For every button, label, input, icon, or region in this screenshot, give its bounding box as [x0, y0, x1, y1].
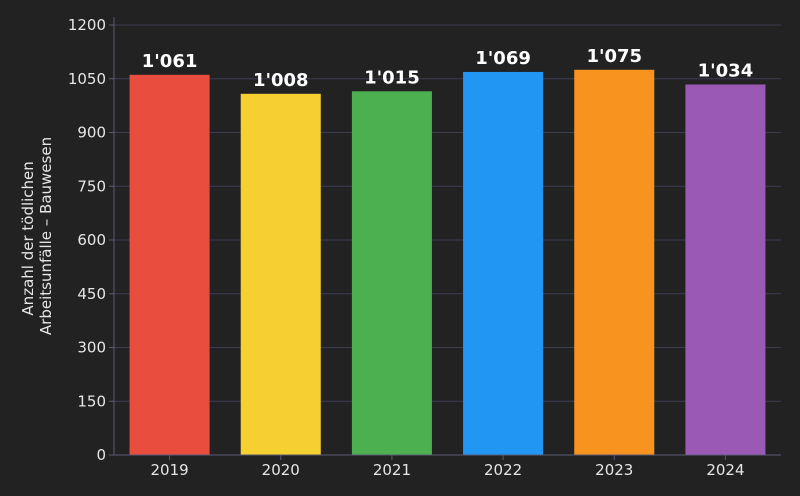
- y-tick-label: 900: [77, 124, 106, 142]
- x-tick-label: 2024: [706, 461, 744, 479]
- data-label-2021: 1'015: [364, 67, 420, 88]
- x-tick-label: 2023: [595, 461, 633, 479]
- y-tick-labels: 0 150 300 450 600 750 900 1050 1200: [68, 16, 106, 464]
- y-axis-title-line-2: Arbeitsunfälle – Bauwesen: [37, 137, 55, 335]
- data-label-2022: 1'069: [475, 48, 531, 69]
- x-tick-label: 2019: [150, 461, 188, 479]
- y-tick-label: 450: [77, 285, 106, 303]
- data-label-2019: 1'061: [142, 51, 198, 72]
- bars: [129, 69, 766, 456]
- y-tick-label: 0: [96, 446, 106, 464]
- x-tick-label: 2020: [262, 461, 300, 479]
- bar-2021: [351, 91, 432, 456]
- y-axis-title-line-1: Anzahl der tödlichen: [19, 161, 37, 315]
- y-tick-label: 1050: [68, 70, 106, 88]
- y-tick-label: 300: [77, 339, 106, 357]
- data-label-2020: 1'008: [253, 70, 309, 91]
- grid-lines: [114, 24, 781, 402]
- bar-2019: [129, 74, 210, 455]
- axes: [109, 17, 781, 460]
- x-tick-label: 2022: [484, 461, 522, 479]
- y-tick-label: 750: [77, 177, 106, 195]
- bar-2022: [463, 71, 544, 456]
- bar-2023: [574, 69, 655, 456]
- data-label-2024: 1'034: [698, 60, 754, 81]
- y-axis-title: Anzahl der tödlichen Arbeitsunfälle – Ba…: [19, 137, 55, 335]
- bar-2024: [685, 84, 766, 455]
- bar-2020: [240, 93, 321, 456]
- data-labels: 1'061 1'008 1'015 1'069 1'075 1'034: [142, 46, 753, 91]
- x-tick-labels: 2019 2020 2021 2022 2023 2024: [150, 461, 744, 479]
- data-label-2023: 1'075: [586, 46, 642, 67]
- x-tick-label: 2021: [373, 461, 411, 479]
- y-tick-label: 150: [77, 392, 106, 410]
- y-tick-label: 1200: [68, 16, 106, 34]
- y-tick-label: 600: [77, 231, 106, 249]
